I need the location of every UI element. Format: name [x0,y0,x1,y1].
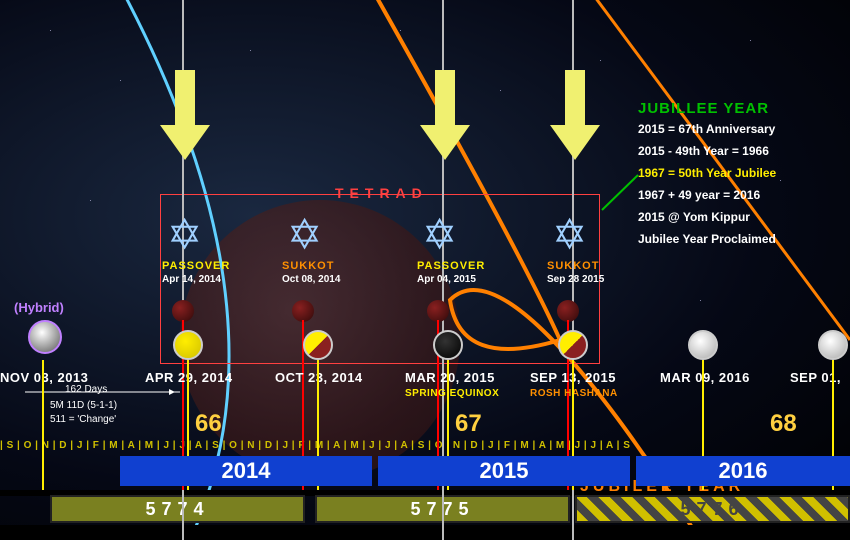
blood-moon [172,300,194,322]
down-arrow [420,70,470,180]
down-arrow [160,70,210,180]
star-of-david: ✡ [287,210,323,259]
star [600,60,601,61]
star [90,200,91,201]
star [500,90,501,91]
festival-date: Oct 08, 2014 [282,274,340,285]
eclipse-orb [688,330,718,360]
num-66: 66 [195,410,222,438]
num-68: 68 [770,410,797,438]
festival-date: Apr 14, 2014 [162,274,221,285]
jubilee-line: 2015 = 67th Anniversary [638,122,775,136]
festival-date: Apr 04, 2015 [417,274,476,285]
star [750,40,751,41]
eclipse-orb [303,330,333,360]
eclipse-orb [558,330,588,360]
eclipse-date: MAR 20, 2015 [405,370,495,385]
star [700,300,701,301]
eclipse-orb [28,320,62,354]
star [60,400,61,401]
eclipse-subtitle: SPRING EQUINOX [405,388,499,399]
note-5m: 5M 11D (5-1-1) [50,400,117,411]
festival-name: SUKKOT [282,260,334,272]
hybrid-label: (Hybrid) [14,300,64,315]
hebrew-5774: 5774 [50,495,305,523]
star [780,180,781,181]
star-of-david: ✡ [422,210,458,259]
hebrew-5776: 5776 [575,495,850,523]
festival-name: SUKKOT [547,260,599,272]
note-days: 162 Days [65,384,107,395]
tetrad-label: TETRAD [335,185,428,201]
jubilee-line: 2015 - 49th Year = 1966 [638,144,769,158]
note-change: 511 = 'Change' [50,414,116,425]
festival-name: PASSOVER [162,260,230,272]
year-block: 2016 [636,456,850,486]
year-block: 2014 [120,456,372,486]
tetrad-box [160,194,600,364]
eclipse-orb [173,330,203,360]
festival-name: PASSOVER [417,260,485,272]
eclipse-date: NOV 03, 2013 [0,370,88,385]
jubilee-line: Jubilee Year Proclaimed [638,232,776,246]
star [120,80,121,81]
star-of-david: ✡ [552,210,588,259]
star [250,50,251,51]
jubilee-line: 2015 @ Yom Kippur [638,210,750,224]
star [50,30,51,31]
num-67: 67 [455,410,482,438]
jubilee-line: 1967 + 49 year = 2016 [638,188,760,202]
eclipse-date: MAR 09, 2016 [660,370,750,385]
blood-moon [292,300,314,322]
bottom-bar [0,525,850,540]
year-block: 2015 [378,456,630,486]
eclipse-orb [433,330,463,360]
blood-moon [427,300,449,322]
month-band: | S | O | N | D | J | F | M | A | M | J … [0,440,630,455]
eclipse-orb [818,330,848,360]
yellow-line [42,360,44,490]
star-of-david: ✡ [167,210,203,259]
star [400,30,401,31]
jubilee-heading: JUBILLEE YEAR [638,100,769,117]
festival-date: Sep 28 2015 [547,274,604,285]
down-arrow [550,70,600,180]
jubilee-line: 1967 = 50th Year Jubilee [638,166,776,180]
blood-moon [557,300,579,322]
